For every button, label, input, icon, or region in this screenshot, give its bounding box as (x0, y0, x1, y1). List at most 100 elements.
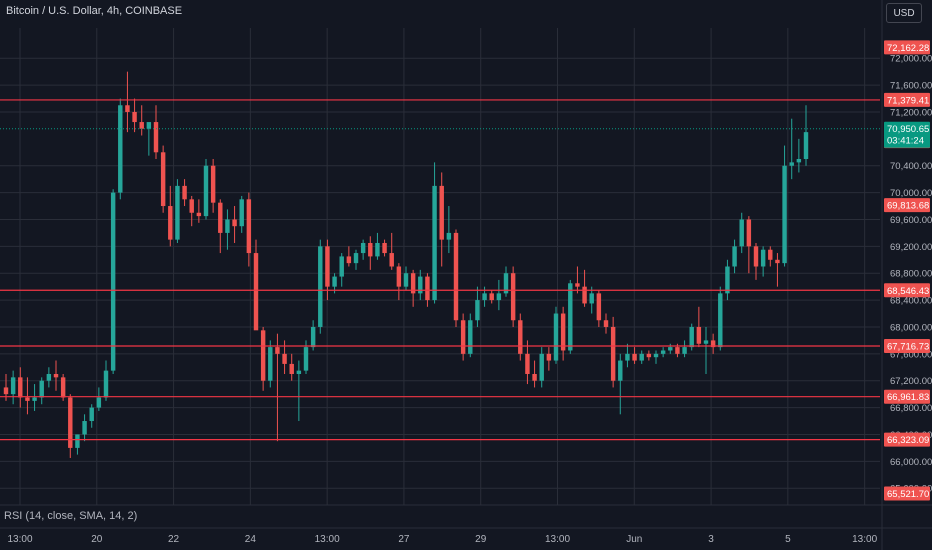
candle-body (346, 256, 352, 264)
candle-body (682, 347, 687, 354)
x-tick-label: 13:00 (545, 534, 570, 545)
candle-body (632, 353, 637, 361)
current-price-label: 70,950.65 (887, 124, 929, 135)
candle-body (60, 377, 66, 398)
candle-body (168, 206, 173, 240)
candle-body (325, 246, 330, 287)
candle-body (525, 353, 530, 374)
candle-body (489, 293, 494, 301)
candle-body (125, 105, 130, 112)
x-tick-label: 22 (168, 534, 180, 545)
candle-body (360, 242, 366, 254)
candle-body (89, 407, 94, 422)
candle-body (546, 353, 552, 361)
candle-body (196, 212, 202, 217)
candle-body (110, 192, 116, 371)
y-tick-label: 69,600.00 (890, 215, 932, 226)
candle-body (739, 219, 744, 247)
chart-title: Bitcoin / U.S. Dollar, 4h, COINBASE (6, 5, 183, 17)
candle-body (568, 283, 573, 351)
candle-body (18, 377, 23, 398)
y-tick-label: 67,600.00 (890, 349, 932, 360)
candle-body (696, 326, 702, 344)
level-price-label: 68,546.43 (887, 286, 929, 297)
candle-body (475, 300, 480, 321)
x-tick-label: 27 (398, 534, 410, 545)
candle-body (718, 293, 723, 348)
candle-body (596, 293, 602, 321)
candle-body (310, 326, 316, 348)
candle-body (339, 256, 344, 277)
candle-body (3, 387, 9, 395)
candle-body (268, 347, 273, 381)
candle-body (453, 232, 459, 321)
candle-body (446, 232, 452, 240)
candle-body (589, 293, 594, 304)
candle-body (375, 242, 380, 257)
candle-body (203, 165, 209, 217)
current-price-tag (884, 121, 930, 148)
candle-body (560, 313, 566, 351)
candle-body (10, 377, 16, 395)
candle-body (482, 293, 487, 301)
candle-body (403, 273, 409, 287)
candle-body (582, 286, 587, 304)
level-price-tag (884, 198, 930, 213)
candle-body (618, 360, 623, 381)
candle-body (368, 242, 373, 257)
candle-body (146, 122, 152, 129)
currency-button[interactable]: USD (886, 3, 922, 23)
candle-body (460, 320, 466, 354)
candle-body (796, 159, 802, 163)
candle-body (139, 122, 144, 129)
x-tick-label: 13:00 (315, 534, 340, 545)
countdown-label: 03:41:24 (887, 136, 924, 147)
candle-body (532, 373, 537, 381)
level-price-tag (884, 389, 930, 404)
candle-body (768, 249, 773, 260)
candle-body (425, 276, 430, 301)
y-tick-label: 71,600.00 (890, 81, 932, 92)
candle-body (318, 246, 323, 327)
candle-body (25, 397, 30, 401)
candle-body (760, 249, 766, 267)
candle-body (103, 370, 109, 398)
candle-body (160, 152, 166, 207)
y-tick-label: 66,000.00 (890, 457, 932, 468)
candle-body (725, 266, 730, 294)
x-tick-label: 29 (475, 534, 487, 545)
candle-body (182, 185, 187, 200)
candle-body (468, 320, 473, 354)
candle-body (32, 397, 37, 401)
candle-body (639, 353, 644, 361)
rsi-indicator-label[interactable]: RSI (14, close, SMA, 14, 2) (4, 510, 138, 522)
y-tick-label: 70,400.00 (890, 161, 932, 172)
candle-body (153, 122, 159, 153)
x-tick-label: 13:00 (7, 534, 32, 545)
candle-body (775, 259, 780, 264)
candle-body (575, 283, 580, 287)
candle-body (132, 111, 137, 123)
x-tick-label: 5 (785, 534, 791, 545)
candle-body (646, 353, 652, 358)
y-tick-label: 69,200.00 (890, 242, 932, 253)
candle-body (53, 373, 59, 378)
candle-body (625, 353, 630, 361)
level-price-tag (884, 486, 930, 501)
y-tick-label: 71,200.00 (890, 107, 932, 118)
level-price-tag (884, 338, 930, 353)
level-price-tag (884, 40, 930, 55)
candle-body (232, 219, 237, 227)
level-price-tag (884, 432, 930, 447)
candle-body (418, 276, 423, 294)
candle-body (118, 105, 123, 193)
candle-body (253, 253, 259, 331)
candle-body (653, 353, 659, 358)
level-price-label: 69,813.68 (887, 201, 929, 212)
candle-body (510, 273, 516, 321)
candle-body (782, 165, 787, 264)
candle-body (218, 202, 223, 233)
candle-body (668, 347, 673, 351)
